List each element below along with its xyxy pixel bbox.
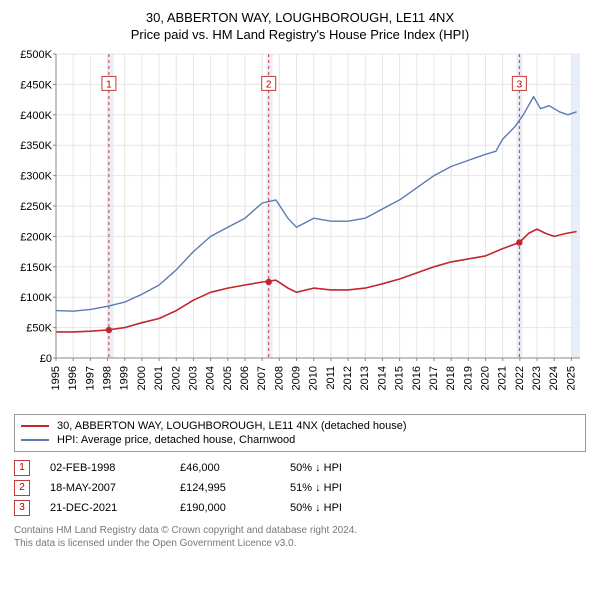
marker-badge: 1 [14,460,30,476]
footnote-line-2: This data is licensed under the Open Gov… [14,537,586,550]
svg-text:2006: 2006 [239,366,251,390]
svg-text:3: 3 [517,79,523,90]
marker-hpi: 51% ↓ HPI [290,482,380,494]
svg-text:£150K: £150K [20,262,52,274]
legend-row: 30, ABBERTON WAY, LOUGHBOROUGH, LE11 4NX… [21,419,579,433]
marker-hpi: 50% ↓ HPI [290,462,380,474]
svg-text:£250K: £250K [20,201,52,213]
svg-text:2: 2 [266,79,272,90]
marker-price: £190,000 [180,502,270,514]
svg-text:1997: 1997 [84,366,96,390]
svg-text:£350K: £350K [20,140,52,152]
svg-text:1995: 1995 [50,366,62,390]
svg-text:£0: £0 [40,353,52,365]
svg-text:2007: 2007 [256,366,268,390]
svg-text:2020: 2020 [480,366,492,390]
marker-date: 21-DEC-2021 [50,502,160,514]
svg-text:2025: 2025 [565,366,577,390]
footnote-line-1: Contains HM Land Registry data © Crown c… [14,524,586,537]
svg-text:£500K: £500K [20,49,52,61]
marker-badge: 3 [14,500,30,516]
title-line-2: Price paid vs. HM Land Registry's House … [10,27,590,44]
svg-text:2002: 2002 [170,366,182,390]
svg-text:1999: 1999 [119,366,131,390]
svg-text:2021: 2021 [497,366,509,390]
legend-row: HPI: Average price, detached house, Char… [21,433,579,447]
svg-text:2008: 2008 [273,366,285,390]
footnote: Contains HM Land Registry data © Crown c… [14,524,586,550]
svg-text:2024: 2024 [548,366,560,390]
svg-text:2014: 2014 [376,366,388,390]
svg-text:1996: 1996 [67,366,79,390]
marker-price: £124,995 [180,482,270,494]
marker-date: 02-FEB-1998 [50,462,160,474]
markers-table: 1 02-FEB-1998 £46,000 50% ↓ HPI 2 18-MAY-2007… [14,458,586,518]
svg-text:1: 1 [106,79,112,90]
svg-text:2019: 2019 [462,366,474,390]
svg-text:2001: 2001 [153,366,165,390]
chart-area: 1 2 3 £0 £50K £100K £150K £200K £250K £300K £350K £… [10,48,590,408]
marker-row: 1 02-FEB-1998 £46,000 50% ↓ HPI [14,458,586,478]
svg-text:1998: 1998 [102,366,114,390]
svg-text:2003: 2003 [187,366,199,390]
legend-swatch [21,439,49,441]
svg-text:£200K: £200K [20,231,52,243]
svg-text:2013: 2013 [359,366,371,390]
svg-text:2010: 2010 [308,366,320,390]
svg-text:2022: 2022 [514,366,526,390]
svg-text:2017: 2017 [428,366,440,390]
legend-swatch [21,425,49,427]
marker-hpi: 50% ↓ HPI [290,502,380,514]
marker-row: 2 18-MAY-2007 £124,995 51% ↓ HPI [14,478,586,498]
legend-label: 30, ABBERTON WAY, LOUGHBOROUGH, LE11 4NX… [57,420,407,432]
svg-text:2005: 2005 [222,366,234,390]
legend-box: 30, ABBERTON WAY, LOUGHBOROUGH, LE11 4NX… [14,414,586,452]
svg-text:£100K: £100K [20,292,52,304]
svg-text:2016: 2016 [411,366,423,390]
svg-text:2012: 2012 [342,366,354,390]
svg-text:2015: 2015 [394,366,406,390]
chart-container: 30, ABBERTON WAY, LOUGHBOROUGH, LE11 4NX… [0,0,600,558]
marker-row: 3 21-DEC-2021 £190,000 50% ↓ HPI [14,498,586,518]
chart-svg: 1 2 3 £0 £50K £100K £150K £200K £250K £300K £350K £… [10,48,590,408]
svg-text:2004: 2004 [205,366,217,390]
marker-badge: 2 [14,480,30,496]
svg-text:£400K: £400K [20,110,52,122]
legend-label: HPI: Average price, detached house, Char… [57,434,295,446]
marker-price: £46,000 [180,462,270,474]
svg-text:2011: 2011 [325,366,337,390]
svg-text:2018: 2018 [445,366,457,390]
title-line-1: 30, ABBERTON WAY, LOUGHBOROUGH, LE11 4NX [10,10,590,27]
svg-text:2023: 2023 [531,366,543,390]
svg-text:£50K: £50K [26,322,52,334]
chart-title: 30, ABBERTON WAY, LOUGHBOROUGH, LE11 4NX… [10,10,590,44]
svg-text:2000: 2000 [136,366,148,390]
svg-text:2009: 2009 [291,366,303,390]
svg-text:£300K: £300K [20,170,52,182]
svg-text:£450K: £450K [20,79,52,91]
marker-date: 18-MAY-2007 [50,482,160,494]
